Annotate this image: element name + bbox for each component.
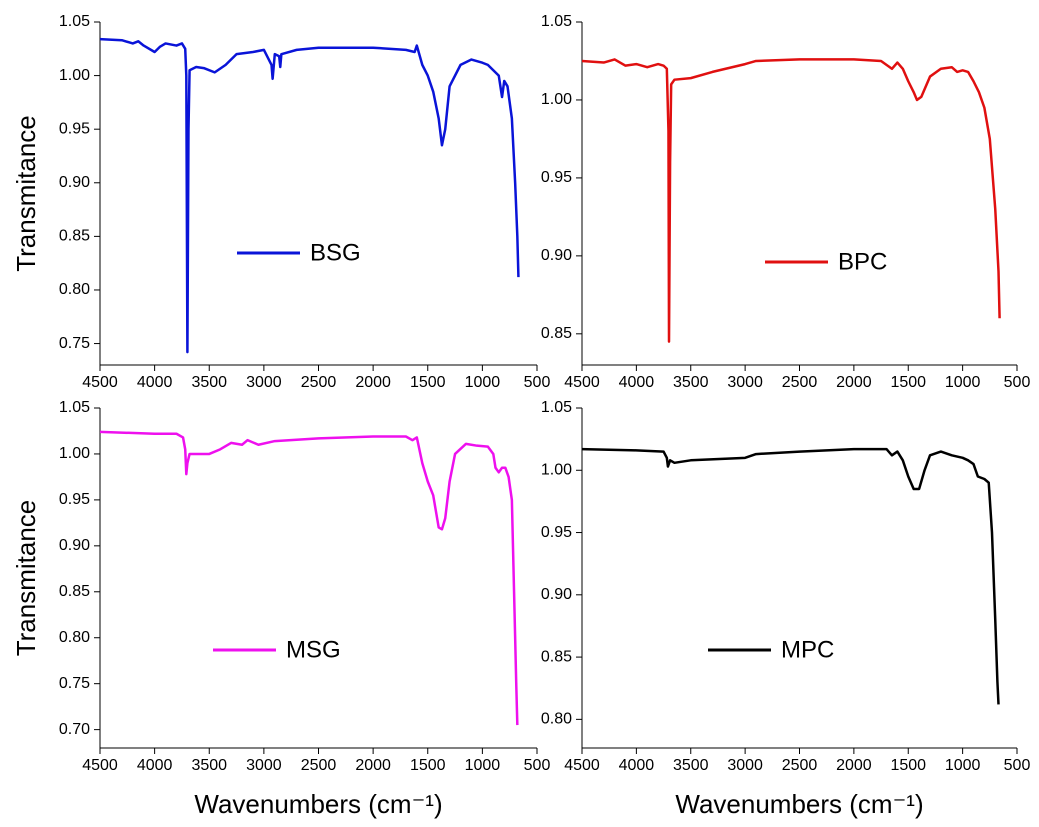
x-tick-label: 1500 [890,757,926,774]
x-tick-label: 2000 [836,757,872,774]
x-tick-label: 2000 [355,374,391,391]
y-axis-label: Transmitance [11,500,41,657]
y-tick-label: 0.80 [59,629,90,646]
panel: 1.05 1.00 0.95 0.90 0.85 0.80 0.75 0.70 4500 4000… [11,399,551,819]
x-tick-label: 4500 [564,757,600,774]
panel: 1.05 1.00 0.95 0.90 0.85 0.80 0.75 4500 4000 3500… [11,13,551,391]
x-tick-label: 4000 [619,757,655,774]
x-tick-label: 2500 [782,757,818,774]
x-tick-label: 2500 [782,374,818,391]
x-tick-label: 1500 [410,757,446,774]
spectrum-line [581,447,1000,705]
legend-label: MSG [286,636,341,663]
panel: 1.05 1.00 0.95 0.90 0.85 0.80 4500 4000 3500 3000… [541,399,1031,819]
x-tick-label: 500 [524,757,551,774]
y-tick-label: 0.80 [541,711,572,728]
x-tick-label: 4000 [619,374,655,391]
x-tick-label: 3000 [727,757,763,774]
y-tick-label: 0.75 [59,335,90,352]
y-tick-label: 0.90 [59,537,90,554]
y-tick-label: 1.05 [59,13,90,30]
y-tick-label: 0.85 [59,583,90,600]
y-tick-label: 0.90 [541,247,572,264]
x-tick-label: 1000 [945,757,981,774]
x-tick-label: 4500 [82,757,118,774]
y-tick-label: 0.85 [541,648,572,665]
x-tick-label: 4500 [564,374,600,391]
panel: 1.05 1.00 0.95 0.90 0.85 4500 4000 3500 3000 2500… [541,13,1031,391]
x-tick-label: 500 [1004,374,1031,391]
x-tick-label: 4500 [82,374,118,391]
x-tick-label: 2000 [836,374,872,391]
y-tick-label: 0.90 [59,174,90,191]
y-tick-label: 1.05 [59,399,90,416]
x-tick-label: 2500 [301,374,337,391]
x-tick-label: 500 [524,374,551,391]
x-axis-label: Wavenumbers (cm⁻¹) [675,789,923,819]
x-tick-label: 2000 [355,757,391,774]
y-tick-label: 0.90 [541,586,572,603]
y-tick-label: 1.00 [59,445,90,462]
x-tick-label: 3500 [673,374,709,391]
x-tick-label: 3000 [246,374,282,391]
y-tick-label: 1.00 [541,461,572,478]
spectrum-line [581,58,1001,343]
legend-label: BSG [310,239,361,266]
y-tick-label: 0.75 [59,675,90,692]
y-tick-label: 0.95 [541,524,572,541]
x-tick-label: 3500 [673,757,709,774]
y-tick-label: 1.05 [541,399,572,416]
x-tick-label: 1500 [890,374,926,391]
y-axis-label: Transmitance [11,115,41,272]
legend-label: BPC [838,248,887,275]
spectrum-line [99,430,519,726]
y-tick-label: 0.70 [59,721,90,738]
x-tick-label: 4000 [137,374,173,391]
x-tick-label: 4000 [137,757,173,774]
y-tick-label: 0.80 [59,281,90,298]
y-tick-label: 1.00 [541,91,572,108]
y-tick-label: 0.95 [59,491,90,508]
spectrum-line [99,37,520,354]
x-tick-label: 2500 [301,757,337,774]
x-tick-label: 3500 [191,374,227,391]
x-axis-label: Wavenumbers (cm⁻¹) [194,789,442,819]
y-tick-label: 0.85 [59,228,90,245]
x-tick-label: 3500 [191,757,227,774]
y-tick-label: 0.95 [541,169,572,186]
x-tick-label: 1000 [465,374,501,391]
y-tick-label: 1.00 [59,67,90,84]
x-tick-label: 3000 [246,757,282,774]
y-tick-label: 0.95 [59,120,90,137]
x-tick-label: 1000 [465,757,501,774]
x-tick-label: 500 [1004,757,1031,774]
y-tick-label: 1.05 [541,13,572,30]
x-tick-label: 1000 [945,374,981,391]
x-tick-label: 3000 [727,374,763,391]
x-tick-label: 1500 [410,374,446,391]
legend-label: MPC [781,636,834,663]
y-tick-label: 0.85 [541,325,572,342]
